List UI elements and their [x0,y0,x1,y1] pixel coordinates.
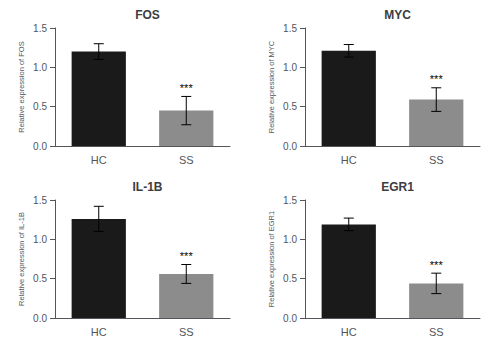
svg-text:0.5: 0.5 [33,101,47,112]
svg-text:1.0: 1.0 [33,234,47,245]
svg-text:1.0: 1.0 [283,234,297,245]
svg-text:0.0: 0.0 [283,141,297,152]
svg-text:HC: HC [341,326,357,338]
svg-text:***: *** [180,82,194,94]
svg-text:0.0: 0.0 [33,313,47,324]
svg-text:HC: HC [91,154,107,166]
svg-text:1.0: 1.0 [283,62,297,73]
svg-text:***: *** [430,73,444,85]
svg-text:SS: SS [179,326,194,338]
svg-text:SS: SS [179,154,194,166]
svg-text:1.0: 1.0 [33,62,47,73]
svg-text:0.5: 0.5 [283,101,297,112]
svg-text:EGR1: EGR1 [381,180,414,194]
svg-text:1.5: 1.5 [33,23,47,34]
svg-text:SS: SS [429,154,444,166]
svg-text:HC: HC [341,154,357,166]
svg-text:0.5: 0.5 [33,273,47,284]
svg-text:Relative expression of FOS: Relative expression of FOS [17,41,26,132]
svg-text:***: *** [180,250,194,262]
svg-text:Relative expression of IL-1B: Relative expression of IL-1B [17,212,26,306]
svg-text:IL-1B: IL-1B [133,180,163,194]
svg-text:1.5: 1.5 [283,23,297,34]
svg-text:1.5: 1.5 [283,195,297,206]
svg-text:Relative expression of EGR1: Relative expression of EGR1 [267,211,276,307]
svg-text:1.5: 1.5 [33,195,47,206]
svg-text:***: *** [430,259,444,271]
svg-text:FOS: FOS [135,8,160,22]
svg-text:Relative expression of MYC: Relative expression of MYC [267,40,276,133]
svg-text:0.0: 0.0 [33,141,47,152]
svg-text:MYC: MYC [384,8,411,22]
svg-text:SS: SS [429,326,444,338]
svg-text:0.0: 0.0 [283,313,297,324]
svg-text:HC: HC [91,326,107,338]
svg-text:0.5: 0.5 [283,273,297,284]
